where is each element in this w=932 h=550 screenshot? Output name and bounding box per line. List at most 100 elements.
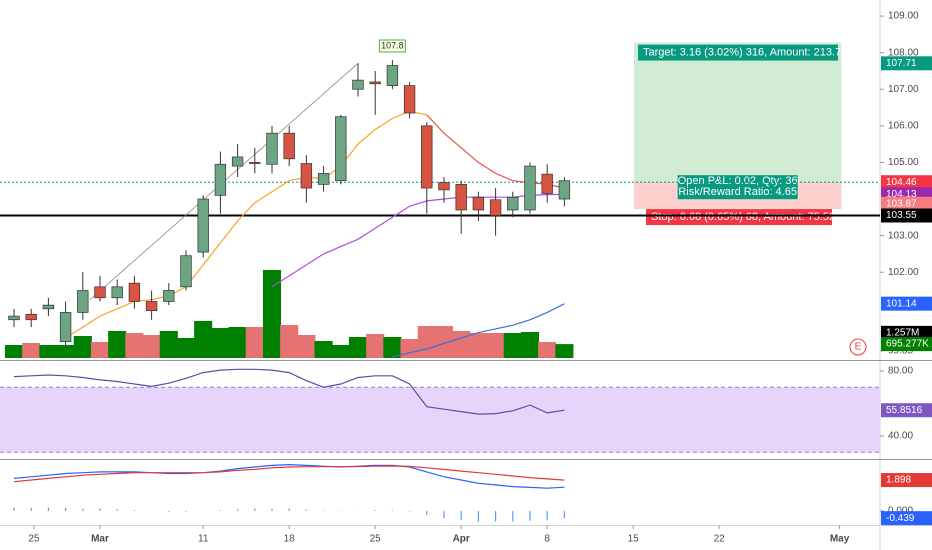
candle-body [266,132,278,165]
price-tag [881,196,932,211]
volume-bar [245,327,264,358]
candle-body [128,282,141,302]
macd-histogram-bar [13,507,15,511]
macd-histogram-bar [47,507,49,511]
macd-histogram-bar [133,510,135,511]
volume-bar [39,345,58,358]
macd-histogram-bar [460,510,462,520]
candle-body [335,116,347,182]
price-tag-label: 104.46 [886,177,917,188]
macd-histogram-bar [391,510,393,511]
macd-histogram-bar [494,510,497,522]
macd-histogram-bar [443,510,445,519]
price-tag [881,403,932,418]
candle-body [438,182,450,191]
stats-bg [677,175,798,200]
candle-body [214,163,227,196]
volume-bar [417,326,436,358]
macd-histogram-bar [529,510,531,521]
volume-bar [331,345,350,358]
x-tick-label: 8 [544,534,550,545]
indicator-line [13,463,565,489]
candle-body [489,199,502,216]
volume-bar [280,325,299,358]
macd-histogram-bar [477,510,479,522]
macd-histogram-bar [99,508,101,511]
candle-body [249,162,261,164]
macd-histogram-bar [254,508,256,511]
candle-body [59,312,72,343]
indicator-line [13,465,565,483]
macd-histogram-bar [185,510,187,512]
candle-body [507,196,519,211]
macd-histogram-bar [30,507,32,511]
candle-body [197,198,209,253]
candle-body [369,81,381,85]
macd-histogram-bar [374,510,376,511]
x-tick-label: May [830,534,850,545]
candle-body [472,196,485,211]
volume-bar [503,333,522,358]
volume-bar [297,335,316,358]
price-tag [881,337,932,352]
volume-bar [211,328,230,358]
y-tick-label: 108.00 [888,47,919,58]
candle-body [283,132,295,160]
macd-histogram-bar [116,509,118,511]
volume-bar [452,331,471,358]
target-zone [634,42,842,183]
x-tick-label: 18 [284,534,296,545]
volume-bar [176,338,196,358]
volume-bar [194,321,213,358]
macd-histogram-bar [305,509,307,511]
indicator-line [392,303,565,358]
macd-histogram-bar [82,508,84,511]
volume-bar [366,334,385,358]
volume-bar [538,342,557,358]
price-tag-label: 695.277K [886,339,929,350]
volume-bar [262,270,282,358]
price-tag [881,56,932,71]
price-tag-label: 55.8516 [886,405,923,416]
macd-histogram-bar [288,508,290,511]
stats-label: Risk/Reward Ratio: 4.65 [678,186,797,198]
x-tick-label: 25 [370,534,382,545]
candle-body [25,313,37,321]
target-label: Target: 3.16 (3.02%) 316, Amount: 213.76 [643,46,847,58]
candle-body [421,125,433,189]
y-tick-label: 0.000 [888,506,913,517]
stop-label-bg [646,209,833,226]
x-tick-label: 11 [198,534,209,545]
x-tick-label: Mar [91,534,109,545]
price-tag [881,296,932,311]
volume-bar [486,333,505,358]
macd-histogram-bar [426,510,428,516]
x-tick-label: 25 [28,534,40,545]
volume-bar [383,337,402,358]
macd-histogram-bar [219,510,221,511]
price-tag-label: 103.55 [886,210,917,221]
candle-body [231,156,244,167]
y-tick-label: 102.00 [888,267,919,278]
price-tag [881,511,932,526]
y-tick-label: 107.00 [888,84,919,95]
y-tick-label: 80.00 [888,366,913,377]
volume-bar [520,332,540,358]
x-tick-label: 15 [628,534,640,545]
rsi-band [0,387,880,453]
macd-histogram-bar [512,510,514,522]
volume-bar [314,341,333,358]
earnings-marker [849,338,867,356]
target-label-bg [638,44,839,61]
candle-body [42,304,55,310]
volume-bar [125,333,144,358]
candle-body [524,165,536,211]
macd-histogram-bar [271,508,273,511]
candle-body [317,173,330,185]
price-tag-label: 103.87 [886,198,917,209]
macd-histogram-bar [236,509,239,511]
macd-histogram-bar [168,510,170,512]
volume-bar [56,345,75,358]
volume-bar [348,337,368,358]
